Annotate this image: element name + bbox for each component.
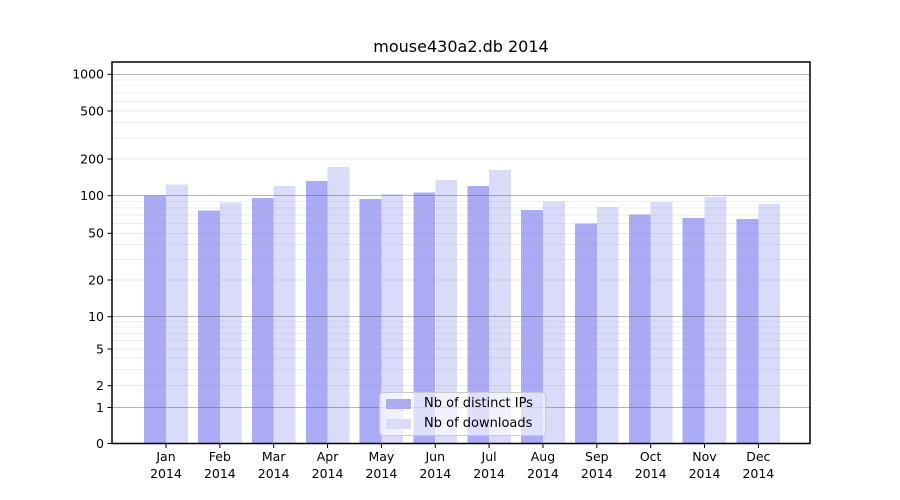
x-tick-label-month-apr: Apr: [317, 449, 339, 464]
chart-title: mouse430a2.db 2014: [373, 37, 549, 56]
bar-downloads-mar: [273, 186, 296, 444]
x-tick-label-year-mar: 2014: [258, 466, 290, 481]
x-tick-label-month-aug: Aug: [531, 449, 555, 464]
x-tick-label-month-nov: Nov: [692, 449, 717, 464]
legend-item-distinct-ips: Nb of distinct IPs: [386, 396, 539, 412]
y-tick-label-0: 0: [96, 436, 104, 451]
legend-swatch-downloads: [386, 418, 411, 429]
legend: Nb of distinct IPs Nb of downloads: [379, 392, 546, 436]
x-tick-label-year-sep: 2014: [581, 466, 613, 481]
x-tick-label-month-sep: Sep: [585, 449, 609, 464]
x-tick-label-year-nov: 2014: [689, 466, 721, 481]
bar-distinct-ips-jun: [413, 192, 436, 444]
x-tick-label-year-jun: 2014: [419, 466, 451, 481]
x-tick-label-year-oct: 2014: [635, 466, 667, 481]
y-tick-label-200: 200: [80, 151, 104, 166]
bar-distinct-ips-aug: [521, 209, 543, 444]
y-tick-label-1000: 1000: [72, 67, 104, 82]
bar-distinct-ips-feb: [198, 210, 220, 444]
legend-swatch-distinct-ips: [386, 399, 411, 410]
x-tick-label-month-jan: Jan: [155, 449, 175, 464]
bar-downloads-jan: [166, 184, 188, 444]
x-tick-label-year-apr: 2014: [312, 466, 344, 481]
y-tick-label-20: 20: [88, 272, 104, 287]
x-tick-label-year-aug: 2014: [527, 466, 559, 481]
bar-distinct-ips-nov: [682, 218, 705, 444]
bar-distinct-ips-dec: [736, 219, 759, 444]
x-tick-label-year-jul: 2014: [473, 466, 505, 481]
x-tick-label-month-mar: Mar: [262, 449, 286, 464]
bar-downloads-feb: [219, 202, 242, 444]
x-tick-label-year-dec: 2014: [742, 466, 774, 481]
bar-distinct-ips-mar: [251, 197, 274, 444]
legend-label-downloads: Nb of downloads: [424, 415, 533, 431]
y-tick-label-100: 100: [80, 188, 104, 203]
y-tick-label-500: 500: [80, 103, 104, 118]
legend-item-downloads: Nb of downloads: [386, 416, 539, 432]
legend-label-distinct-ips: Nb of distinct IPs: [424, 396, 533, 412]
y-tick-label-50: 50: [88, 226, 104, 241]
bar-distinct-ips-oct: [628, 214, 651, 444]
bar-downloads-jul: [489, 170, 511, 444]
y-tick-label-10: 10: [88, 309, 104, 324]
bar-downloads-sep: [596, 207, 619, 444]
bar-downloads-may: [381, 194, 404, 444]
x-tick-label-month-jun: Jun: [424, 449, 445, 464]
x-tick-label-month-jul: Jul: [481, 449, 497, 464]
bar-downloads-nov: [704, 196, 727, 444]
bar-distinct-ips-jan: [144, 195, 166, 444]
x-tick-label-year-jan: 2014: [150, 466, 182, 481]
x-tick-label-month-oct: Oct: [640, 449, 662, 464]
bar-downloads-oct: [650, 202, 673, 444]
y-tick-label-1: 1: [96, 400, 104, 415]
x-tick-label-year-feb: 2014: [204, 466, 236, 481]
bar-distinct-ips-apr: [305, 181, 328, 444]
x-tick-label-year-may: 2014: [365, 466, 397, 481]
plot-border: [111, 61, 811, 445]
x-tick-label-month-may: May: [368, 449, 394, 464]
bar-downloads-jun: [435, 179, 458, 444]
bar-downloads-dec: [758, 203, 781, 444]
y-tick-label-2: 2: [96, 378, 104, 393]
bar-distinct-ips-sep: [575, 223, 597, 444]
x-tick-label-month-dec: Dec: [746, 449, 770, 464]
y-tick-label-5: 5: [96, 341, 104, 356]
x-tick-label-month-feb: Feb: [209, 449, 231, 464]
bar-downloads-apr: [327, 167, 350, 444]
bar-downloads-aug: [543, 201, 565, 444]
bar-distinct-ips-jul: [467, 186, 490, 444]
bar-distinct-ips-may: [359, 199, 382, 444]
